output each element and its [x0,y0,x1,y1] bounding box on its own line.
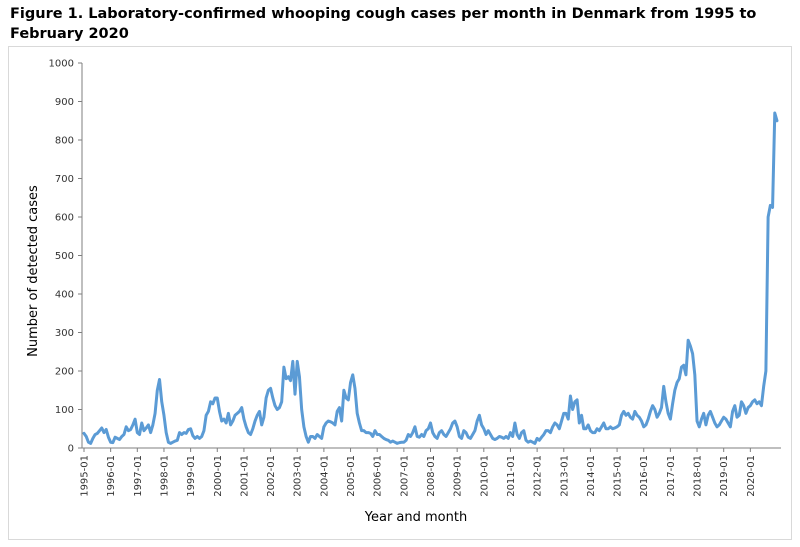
y-tick-label: 500 [55,251,74,262]
x-tick-label: 2019-01 [719,455,730,497]
y-tick-label: 700 [55,174,74,185]
x-tick-label: 2006-01 [373,455,384,497]
x-tick-label: 2017-01 [666,455,677,497]
x-tick-label: 2020-01 [746,455,757,497]
y-axis: 0 100 200 300 400 500 600 700 800 900 1000 [49,59,83,455]
x-tick-label: 2011-01 [506,455,517,497]
y-tick-label: 400 [55,290,74,301]
x-tick-label: 2007-01 [399,455,410,497]
x-tick-label: 2018-01 [693,455,704,497]
x-axis-title: Year and month [364,510,467,525]
y-tick-label: 100 [55,405,74,416]
x-tick-label: 2003-01 [293,455,304,497]
x-tick-label: 1996-01 [106,455,117,497]
x-tick-label: 2015-01 [613,455,624,497]
figure-title: Figure 1. Laboratory-confirmed whooping … [10,6,757,42]
y-tick-label: 900 [55,97,74,108]
y-tick-label: 1000 [49,59,74,70]
x-axis: 1995-01 1996-01 1997-01 1998-01 1999-01 2000-… [80,447,781,497]
x-tick-label: 1997-01 [133,455,144,497]
x-tick-label: 1999-01 [186,455,197,497]
x-tick-label: 2013-01 [559,455,570,497]
x-tick-label: 2002-01 [266,455,277,497]
x-tick-label: 2004-01 [319,455,330,497]
x-tick-label: 2009-01 [453,455,464,497]
x-tick-label: 1995-01 [80,455,91,497]
series-layer [82,111,779,445]
x-tick-label: 2005-01 [346,455,357,497]
y-tick-label: 800 [55,136,74,147]
chart-frame [8,46,792,540]
y-tick-label: 300 [55,328,74,339]
x-tick-label: 2010-01 [479,455,490,497]
x-tick-label: 1998-01 [159,455,170,497]
x-tick-label: 2001-01 [239,455,250,497]
y-tick-label: 0 [68,444,74,455]
y-tick-label: 200 [55,367,74,378]
y-axis-title: Number of detected cases [26,185,41,357]
x-tick-label: 2000-01 [213,455,224,497]
x-tick-label: 2014-01 [586,455,597,497]
x-tick-label: 2016-01 [639,455,650,497]
y-tick-label: 600 [55,213,74,224]
x-tick-label: 2008-01 [426,455,437,497]
series-line [82,111,779,445]
x-tick-label: 2012-01 [533,455,544,497]
